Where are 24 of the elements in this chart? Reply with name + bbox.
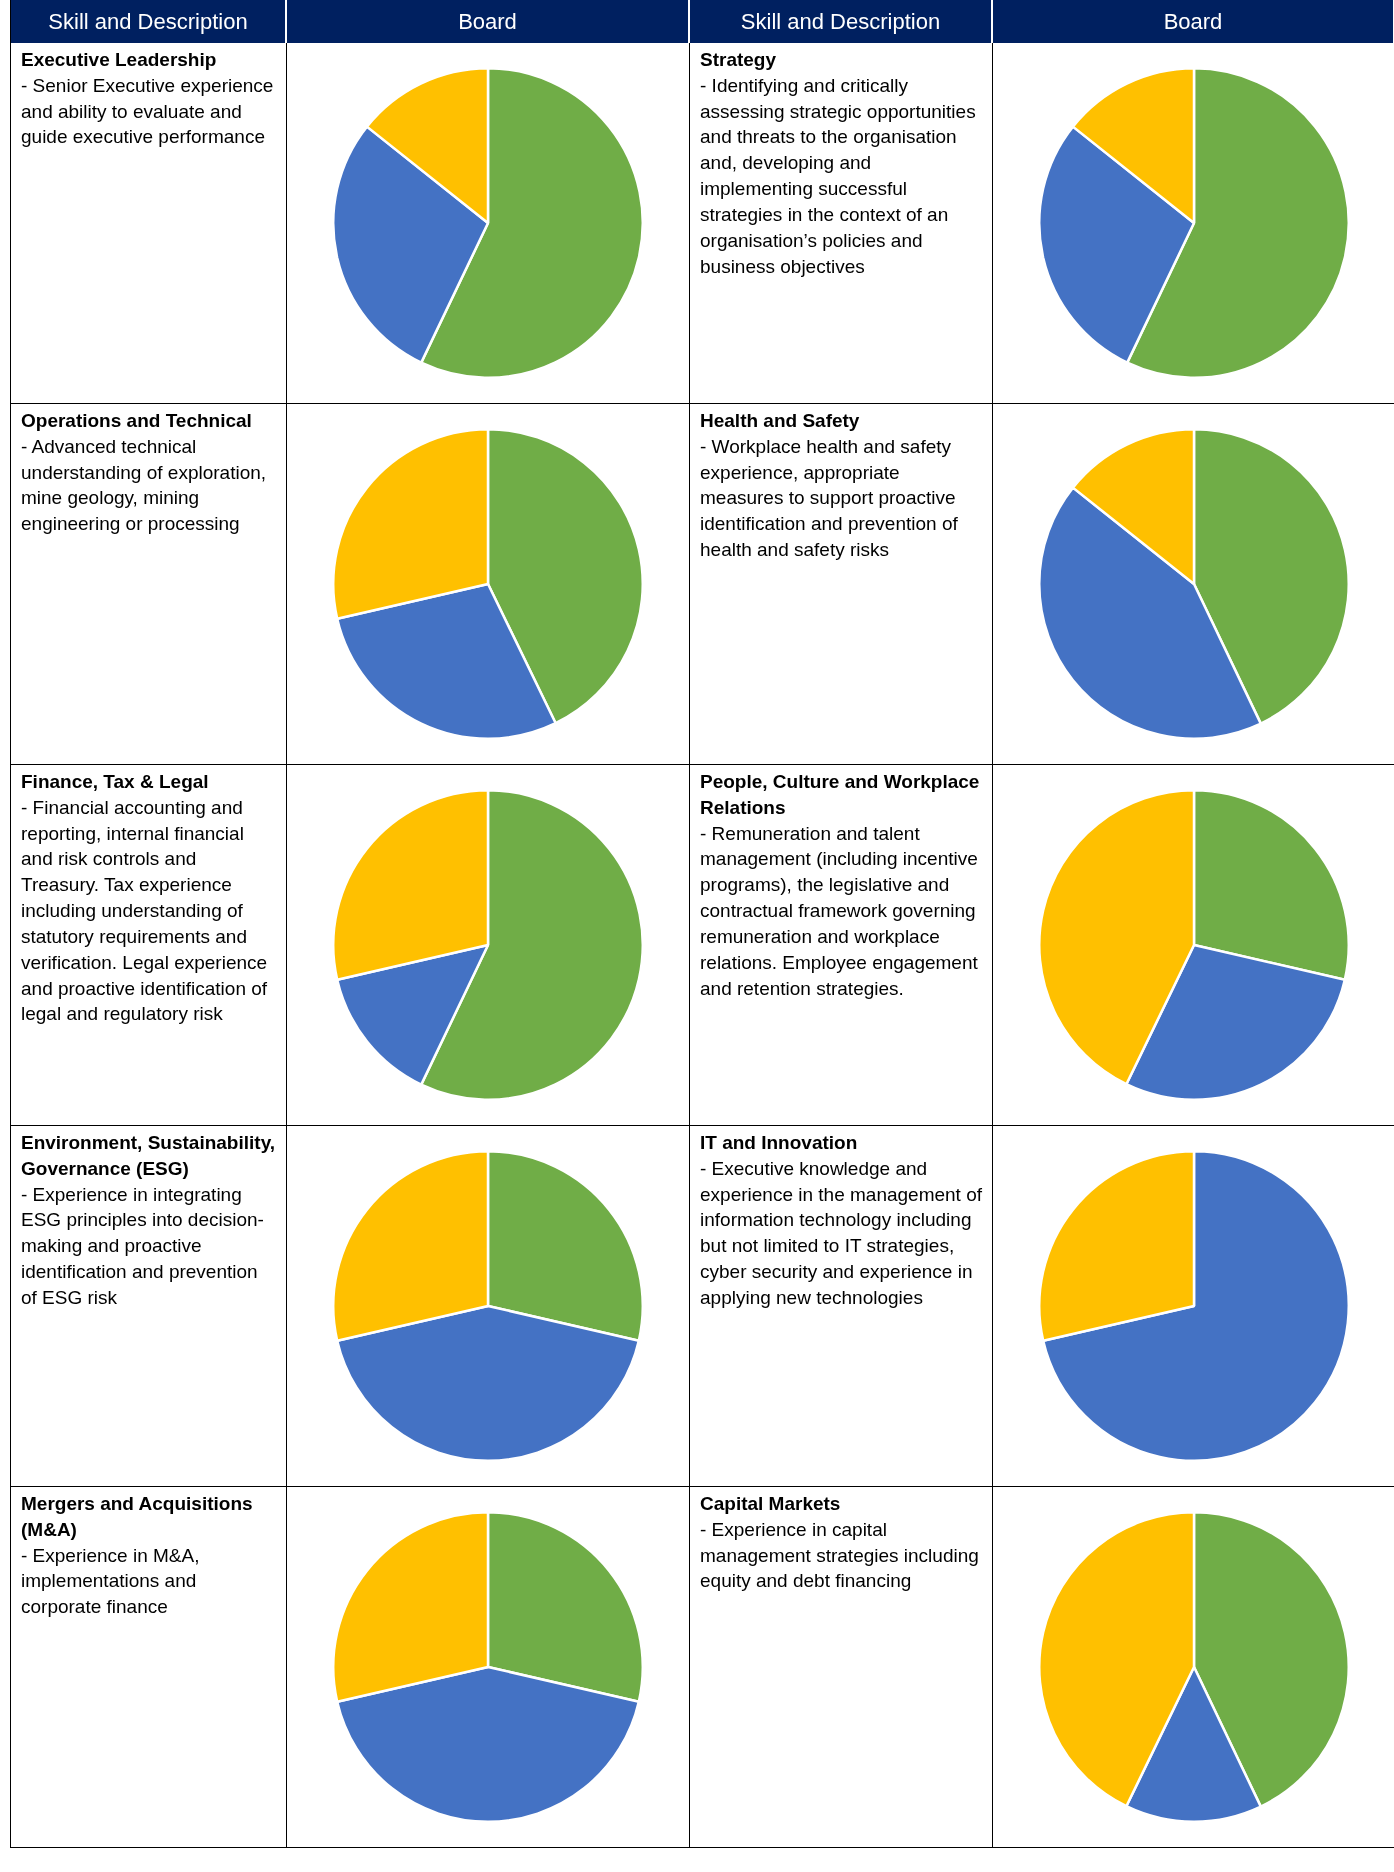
text: Operations and Technical — [21, 409, 253, 433]
text: Finance, Tax & Legal — [21, 770, 210, 794]
text: Health and Safety — [700, 409, 861, 433]
text: Mergers and Acquisitions (M&A) — [21, 1492, 254, 1542]
text: Capital Markets — [700, 1492, 842, 1516]
text: - Executive knowledge and experience in the management of information technology including but not limited to IT strategies, cyber security and experience in applying new technologies — [700, 1157, 983, 1308]
text: Skill and Description — [690, 0, 993, 43]
text: Board — [287, 0, 690, 43]
text: Board — [993, 0, 1394, 43]
text: - Financial accounting and reporting, internal financial and risk controls and Treasury. Tax experience including understanding of statutory requirements and verification. Legal experience and proactive identification of legal and regulatory risk — [21, 796, 268, 1025]
text: - Workplace health and safety experience, appropriate measures to support proactive identification and prevention of health and safety risks — [700, 435, 958, 561]
text: Skill and Description — [11, 0, 287, 43]
text: - Identifying and critically assessing strategic opportunities and threats to the organisation and, developing and implementing successful strategies in the context of an organisation’s policies and business objectives — [700, 74, 976, 277]
text: - Senior Executive experience and ability to evaluate and guide executive performance — [21, 74, 274, 148]
text: Environment, Sustainability, Governance (ESG) — [21, 1131, 276, 1181]
text: - Remuneration and talent management (including incentive programs), the legislative and contractual framework governing remuneration and workplace relations. Employee engagement and retention strategies. — [700, 822, 978, 999]
text: - Advanced technical understanding of exploration, mine geology, mining engineering or processing — [21, 435, 267, 535]
text: Strategy — [700, 48, 778, 72]
text: - Experience in M&A, implementations and corporate finance — [21, 1544, 200, 1618]
text: IT and Innovation — [700, 1131, 859, 1155]
text: - Experience in integrating ESG principles into decision-making and proactive identification and prevention of ESG risk — [21, 1183, 264, 1308]
text: People, Culture and Workplace Relations — [700, 770, 981, 820]
text: - Experience in capital management strategies including equity and debt financing — [700, 1518, 979, 1592]
text: Executive Leadership — [21, 48, 218, 72]
